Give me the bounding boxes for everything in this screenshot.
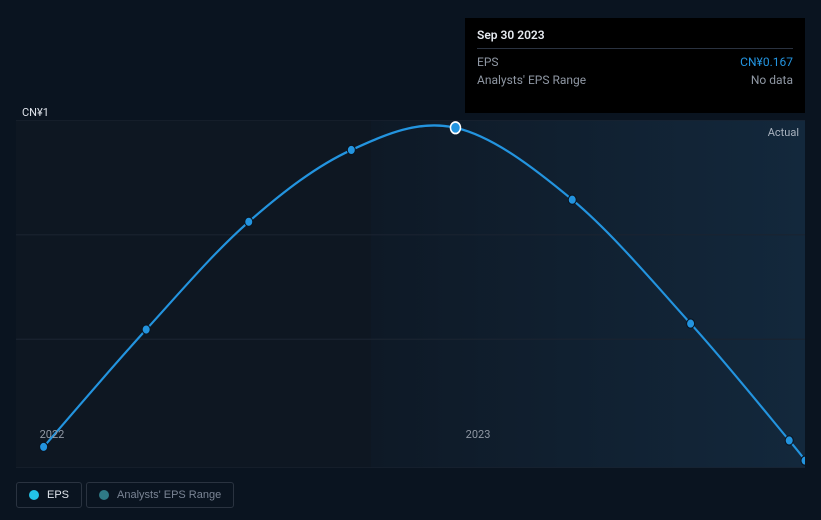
tooltip-row-label: EPS bbox=[477, 55, 499, 69]
eps-line-chart bbox=[16, 120, 805, 468]
data-point[interactable] bbox=[450, 122, 460, 134]
data-point[interactable] bbox=[687, 319, 695, 328]
data-point[interactable] bbox=[245, 217, 253, 226]
tooltip-date: Sep 30 2023 bbox=[477, 26, 793, 49]
legend-item[interactable]: EPS bbox=[16, 482, 82, 508]
data-point[interactable] bbox=[40, 442, 48, 451]
data-point[interactable] bbox=[568, 195, 576, 204]
legend: EPS Analysts' EPS Range bbox=[16, 482, 234, 508]
eps-chart-panel: { "chart": { "type": "line", "width_px":… bbox=[0, 0, 821, 520]
tooltip-row: Analysts' EPS Range No data bbox=[477, 71, 793, 89]
legend-swatch-icon bbox=[99, 490, 109, 500]
tooltip-row-label: Analysts' EPS Range bbox=[477, 73, 586, 87]
data-point[interactable] bbox=[785, 436, 793, 445]
legend-item[interactable]: Analysts' EPS Range bbox=[86, 482, 234, 508]
data-point[interactable] bbox=[142, 325, 150, 334]
y-axis-tick-label: CN¥1 bbox=[22, 106, 49, 119]
x-axis-tick-label: 2022 bbox=[40, 428, 65, 441]
x-axis-tick-label: 2023 bbox=[466, 428, 491, 441]
region-label-actual: Actual bbox=[768, 126, 799, 139]
legend-label: EPS bbox=[47, 489, 69, 501]
legend-label: Analysts' EPS Range bbox=[117, 489, 221, 501]
data-point[interactable] bbox=[801, 456, 805, 465]
legend-swatch-icon bbox=[29, 490, 39, 500]
tooltip-row-value: CN¥0.167 bbox=[740, 55, 793, 69]
chart-plot-area[interactable]: Actual bbox=[16, 120, 805, 468]
tooltip-row: EPS CN¥0.167 bbox=[477, 53, 793, 71]
tooltip-row-value: No data bbox=[751, 73, 793, 87]
data-point[interactable] bbox=[347, 145, 355, 154]
chart-tooltip: Sep 30 2023 EPS CN¥0.167 Analysts' EPS Ran… bbox=[465, 18, 805, 113]
